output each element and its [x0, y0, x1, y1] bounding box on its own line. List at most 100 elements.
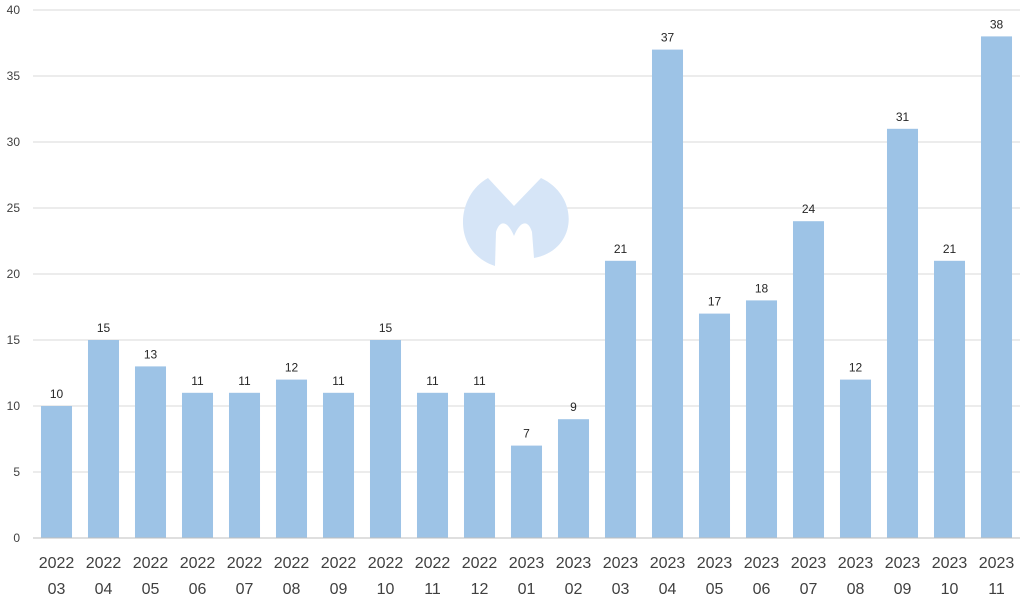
data-label: 11	[191, 374, 204, 388]
x-tick-label-month: 09	[894, 581, 912, 598]
x-tick-label-month: 04	[659, 581, 677, 598]
data-label: 24	[802, 202, 816, 216]
data-label: 13	[144, 347, 158, 361]
y-tick-label: 0	[13, 531, 20, 545]
data-label: 12	[285, 361, 299, 375]
bar	[886, 128, 919, 539]
x-tick-label-year: 2023	[650, 555, 686, 572]
y-tick-label: 20	[7, 267, 21, 281]
x-tick-label-month: 03	[48, 581, 66, 598]
x-tick-label-year: 2023	[556, 555, 592, 572]
bar	[369, 340, 402, 538]
x-tick-label-month: 08	[283, 581, 301, 598]
x-tick-label-year: 2022	[462, 555, 498, 572]
gridlines	[33, 9, 1020, 473]
x-tick-label-year: 2023	[838, 555, 874, 572]
bar	[839, 379, 872, 538]
data-labels: 10 15 13 11 11 12 11 15 11 11 7 9 21 37 17 18 24 12 31 21 38	[50, 17, 1004, 440]
y-tick-label: 5	[13, 465, 20, 479]
x-tick-label-year: 2022	[321, 555, 357, 572]
malwarebytes-logo-icon	[462, 178, 569, 266]
x-tick-label-year: 2023	[744, 555, 780, 572]
x-tick-label-month: 04	[95, 581, 113, 598]
data-label: 11	[332, 374, 345, 388]
x-tick-label-month: 10	[941, 581, 959, 598]
data-label: 37	[661, 31, 675, 45]
x-tick-label-month: 11	[424, 581, 441, 598]
x-tick-label-month: 07	[800, 581, 818, 598]
x-tick-label-year: 2022	[86, 555, 122, 572]
bar	[557, 419, 590, 538]
bar	[228, 392, 261, 538]
x-tick-label-year: 2022	[415, 555, 451, 572]
x-tick-label-month: 12	[471, 581, 489, 598]
bar	[275, 379, 308, 538]
y-tick-label: 10	[7, 399, 21, 413]
y-tick-label: 35	[7, 69, 21, 83]
data-label: 11	[426, 374, 439, 388]
data-label: 38	[990, 17, 1004, 31]
bar	[792, 221, 825, 538]
bars	[40, 36, 1013, 539]
data-label: 7	[523, 427, 530, 441]
x-tick-label-year: 2023	[979, 555, 1015, 572]
data-label: 15	[97, 321, 111, 335]
x-tick-label-month: 09	[330, 581, 348, 598]
bar	[416, 392, 449, 538]
x-tick-label-month: 10	[377, 581, 395, 598]
x-tick-label-year: 2022	[368, 555, 404, 572]
y-axis-ticks: 0 5 10 15 20 25 30 35 40	[7, 3, 21, 545]
bar	[87, 340, 120, 538]
data-label: 11	[473, 374, 486, 388]
bar	[40, 406, 73, 538]
bar	[698, 313, 731, 538]
x-tick-label-year: 2022	[133, 555, 169, 572]
x-tick-label-year: 2023	[885, 555, 921, 572]
bar	[604, 260, 637, 538]
data-label: 11	[238, 374, 251, 388]
x-tick-label-year: 2023	[509, 555, 545, 572]
x-tick-label-year: 2022	[180, 555, 216, 572]
bar	[933, 260, 966, 538]
x-tick-label-year: 2023	[932, 555, 968, 572]
data-label: 9	[570, 400, 577, 414]
x-tick-label-month: 05	[142, 581, 160, 598]
x-axis-ticks: 2022 03 2022 04 2022 05 2022 06 2022 07 2022 08 2022…	[39, 555, 1015, 598]
x-tick-label-year: 2022	[227, 555, 263, 572]
bar	[134, 366, 167, 538]
x-tick-label-month: 02	[565, 581, 583, 598]
bar	[322, 392, 355, 538]
bar	[181, 392, 214, 538]
y-tick-label: 25	[7, 201, 21, 215]
data-label: 10	[50, 387, 64, 401]
x-tick-label-month: 06	[753, 581, 771, 598]
data-label: 31	[896, 110, 910, 124]
data-label: 18	[755, 281, 769, 295]
x-tick-label-month: 07	[236, 581, 254, 598]
bar	[651, 49, 684, 538]
y-tick-label: 15	[7, 333, 21, 347]
x-tick-label-year: 2023	[791, 555, 827, 572]
data-label: 12	[849, 361, 863, 375]
x-tick-label-month: 08	[847, 581, 865, 598]
bar	[463, 392, 496, 538]
data-label: 17	[708, 295, 722, 309]
y-tick-label: 40	[7, 3, 21, 17]
data-label: 21	[943, 242, 957, 256]
x-tick-label-month: 05	[706, 581, 724, 598]
bar	[510, 445, 543, 538]
x-tick-label-year: 2022	[274, 555, 310, 572]
y-tick-label: 30	[7, 135, 21, 149]
x-tick-label-month: 01	[518, 581, 536, 598]
x-tick-label-month: 03	[612, 581, 630, 598]
x-tick-label-month: 11	[988, 581, 1005, 598]
x-tick-label-month: 06	[189, 581, 207, 598]
data-label: 21	[614, 242, 628, 256]
x-tick-label-year: 2023	[603, 555, 639, 572]
data-label: 15	[379, 321, 393, 335]
bar	[745, 300, 778, 538]
x-tick-label-year: 2023	[697, 555, 733, 572]
bar	[980, 36, 1013, 539]
x-tick-label-year: 2022	[39, 555, 75, 572]
